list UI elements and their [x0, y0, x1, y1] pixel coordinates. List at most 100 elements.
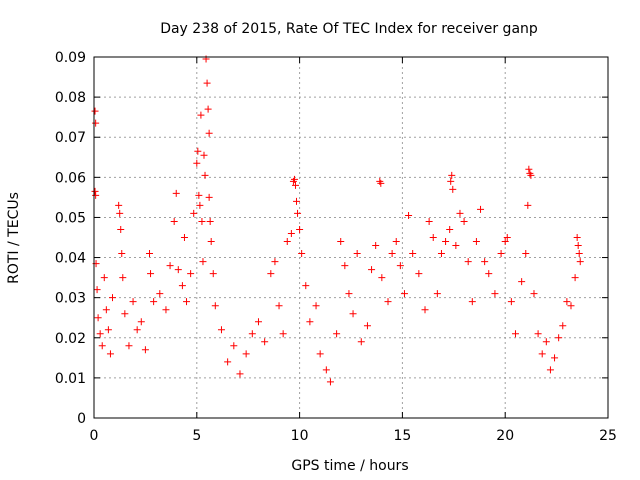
data-point: [363, 322, 371, 330]
data-point: [460, 217, 468, 225]
data-point: [316, 350, 324, 358]
data-point: [524, 201, 532, 209]
data-point: [563, 298, 571, 306]
data-point: [92, 191, 100, 199]
x-tick-label: 5: [192, 428, 201, 444]
data-point: [98, 342, 106, 350]
data-point: [442, 238, 450, 246]
data-point: [119, 274, 127, 282]
data-point: [551, 354, 559, 362]
data-point: [94, 314, 102, 322]
data-point: [296, 225, 304, 233]
data-point: [195, 191, 203, 199]
data-point: [242, 350, 250, 358]
data-point: [437, 250, 445, 258]
data-point: [415, 270, 423, 278]
y-tick-label: 0.04: [55, 251, 86, 267]
data-point: [368, 266, 376, 274]
data-point: [172, 189, 180, 197]
data-point: [429, 234, 437, 241]
chart-title: Day 238 of 2015, Rate Of TEC Index for r…: [160, 21, 538, 37]
data-point: [378, 274, 386, 282]
data-point: [372, 242, 380, 250]
data-point: [283, 238, 291, 246]
data-points: [91, 55, 584, 386]
data-point: [542, 338, 550, 346]
data-point: [194, 147, 202, 155]
y-tick-label: 0.07: [55, 130, 86, 146]
x-tick-label: 15: [393, 428, 411, 444]
data-point: [464, 258, 472, 266]
data-point: [571, 274, 579, 282]
data-point: [527, 171, 535, 179]
data-point: [156, 290, 164, 298]
y-tick-label: 0.08: [55, 90, 86, 106]
data-point: [203, 79, 211, 87]
data-point: [198, 217, 206, 225]
data-point: [147, 270, 155, 278]
y-tick-label: 0.01: [55, 371, 86, 387]
data-point: [518, 278, 526, 286]
data-point: [166, 262, 174, 270]
data-point: [567, 302, 575, 310]
data-point: [117, 225, 125, 233]
data-point: [162, 306, 170, 314]
data-point: [207, 238, 215, 246]
data-point: [199, 258, 207, 266]
data-point: [137, 318, 145, 326]
data-point: [349, 310, 357, 318]
data-point: [421, 306, 429, 314]
data-point: [538, 350, 546, 358]
data-point: [322, 366, 330, 374]
data-point: [206, 217, 214, 225]
data-point: [125, 342, 133, 350]
y-tick-label: 0.09: [55, 50, 86, 66]
data-point: [102, 306, 110, 314]
data-point: [196, 201, 204, 209]
data-point: [452, 242, 460, 250]
data-point: [287, 229, 295, 237]
data-point: [106, 350, 114, 358]
data-point: [468, 298, 476, 306]
data-point: [396, 262, 404, 270]
data-point: [205, 129, 213, 137]
x-tick-label: 0: [90, 428, 99, 444]
data-point: [337, 238, 345, 246]
data-point: [224, 358, 232, 366]
data-point: [576, 258, 584, 266]
data-point: [93, 286, 101, 294]
data-point: [129, 298, 137, 306]
data-point: [456, 209, 464, 217]
y-tick-label: 0.05: [55, 210, 86, 226]
data-point: [200, 151, 208, 159]
data-point: [209, 270, 217, 278]
y-axis-ticks: 0 0.01 0.02 0.03 0.04 0.05 0.06 0.07 0.08 0.09: [55, 50, 608, 427]
x-tick-label: 10: [291, 428, 309, 444]
data-point: [447, 177, 455, 185]
data-point: [201, 171, 209, 179]
data-point: [267, 270, 275, 278]
data-point: [448, 171, 456, 179]
data-point: [497, 250, 505, 258]
data-point: [388, 250, 396, 258]
data-point: [91, 187, 99, 195]
data-point: [190, 209, 198, 217]
x-tick-label: 25: [599, 428, 617, 444]
data-point: [170, 217, 178, 225]
data-point: [254, 318, 262, 326]
data-point: [204, 105, 212, 113]
data-point: [261, 338, 269, 346]
data-point: [433, 290, 441, 298]
x-axis-ticks: 0 5 10 15 20 25: [90, 57, 617, 444]
data-point: [197, 111, 205, 119]
data-point: [333, 330, 341, 338]
gridlines: [94, 57, 608, 418]
data-point: [511, 330, 519, 338]
data-point: [353, 250, 361, 258]
data-point: [446, 225, 454, 233]
data-point: [291, 181, 299, 189]
data-point: [481, 258, 489, 266]
data-point: [91, 107, 99, 115]
data-point: [575, 250, 583, 258]
